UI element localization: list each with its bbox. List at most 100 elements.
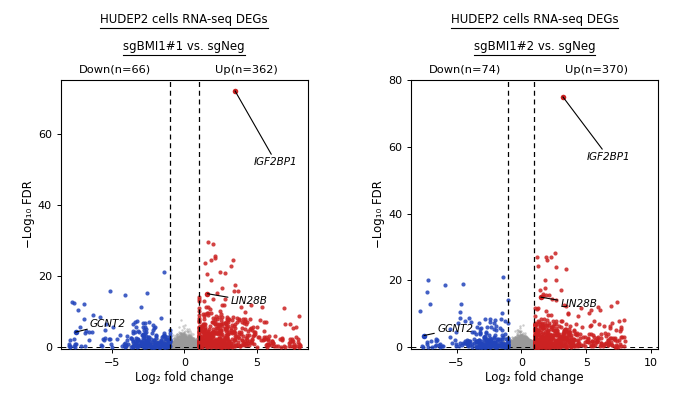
- Point: [533, 344, 544, 350]
- Point: [176, 343, 187, 350]
- Point: [193, 344, 204, 350]
- Point: [551, 264, 561, 270]
- Point: [188, 344, 199, 350]
- Point: [159, 342, 170, 348]
- Point: [540, 344, 551, 350]
- Point: [171, 339, 182, 346]
- Point: [517, 342, 528, 348]
- Point: [486, 340, 497, 347]
- Point: [167, 343, 178, 349]
- Point: [191, 342, 201, 348]
- Point: [199, 338, 210, 345]
- Point: [176, 342, 187, 348]
- Point: [481, 343, 492, 350]
- Point: [527, 342, 538, 349]
- Point: [515, 335, 526, 342]
- Point: [505, 344, 516, 350]
- Point: [478, 343, 489, 349]
- Point: [180, 342, 191, 348]
- Point: [197, 344, 207, 350]
- Point: [120, 343, 131, 350]
- Point: [513, 340, 524, 347]
- Point: [208, 342, 219, 348]
- Point: [193, 318, 204, 324]
- Point: [521, 341, 532, 347]
- Point: [201, 343, 212, 350]
- Point: [187, 339, 198, 345]
- Point: [159, 342, 170, 348]
- Point: [542, 343, 553, 349]
- Point: [177, 342, 188, 348]
- Point: [477, 344, 488, 350]
- Point: [502, 343, 513, 350]
- Point: [512, 342, 523, 349]
- Point: [184, 338, 195, 344]
- Point: [185, 334, 196, 340]
- Point: [528, 343, 539, 349]
- Point: [526, 342, 537, 348]
- Point: [156, 344, 167, 350]
- Point: [176, 337, 186, 343]
- Point: [217, 342, 228, 348]
- Point: [174, 343, 185, 350]
- Point: [176, 335, 187, 342]
- Point: [144, 344, 155, 350]
- Point: [174, 338, 185, 344]
- Point: [608, 336, 619, 343]
- Point: [219, 320, 230, 326]
- Point: [487, 344, 498, 350]
- Point: [164, 341, 175, 347]
- Point: [150, 341, 161, 348]
- Point: [161, 342, 172, 348]
- Point: [500, 343, 511, 350]
- Point: [181, 340, 192, 347]
- Point: [209, 342, 220, 348]
- Point: [162, 343, 173, 350]
- Point: [521, 340, 532, 346]
- Point: [170, 342, 181, 348]
- Point: [534, 343, 545, 350]
- Point: [167, 344, 178, 350]
- Point: [522, 338, 533, 345]
- Point: [492, 343, 503, 350]
- Point: [172, 342, 183, 348]
- Point: [181, 340, 192, 346]
- Point: [180, 339, 191, 345]
- Point: [188, 344, 199, 350]
- Point: [523, 340, 534, 347]
- Point: [519, 337, 530, 343]
- Point: [193, 342, 203, 349]
- Point: [177, 343, 188, 350]
- Point: [127, 342, 138, 349]
- Point: [156, 344, 167, 350]
- Point: [526, 344, 537, 350]
- Point: [174, 336, 184, 343]
- Point: [193, 340, 204, 346]
- Point: [517, 342, 527, 348]
- Point: [506, 342, 517, 348]
- Point: [195, 344, 206, 350]
- Point: [178, 342, 189, 349]
- Point: [181, 337, 192, 343]
- Point: [178, 342, 188, 349]
- Point: [184, 342, 195, 349]
- Point: [506, 340, 517, 347]
- Point: [169, 342, 180, 348]
- Point: [512, 342, 523, 348]
- Point: [201, 343, 212, 350]
- Point: [156, 343, 167, 349]
- Point: [195, 343, 206, 349]
- Point: [602, 342, 613, 348]
- Point: [184, 343, 195, 350]
- Point: [511, 338, 522, 345]
- Point: [522, 339, 533, 346]
- Point: [176, 341, 187, 347]
- Point: [138, 344, 148, 350]
- Point: [501, 341, 512, 347]
- Point: [529, 331, 540, 337]
- Point: [526, 343, 537, 350]
- Point: [513, 340, 523, 346]
- Point: [496, 344, 506, 350]
- Point: [172, 342, 182, 348]
- Point: [519, 338, 530, 344]
